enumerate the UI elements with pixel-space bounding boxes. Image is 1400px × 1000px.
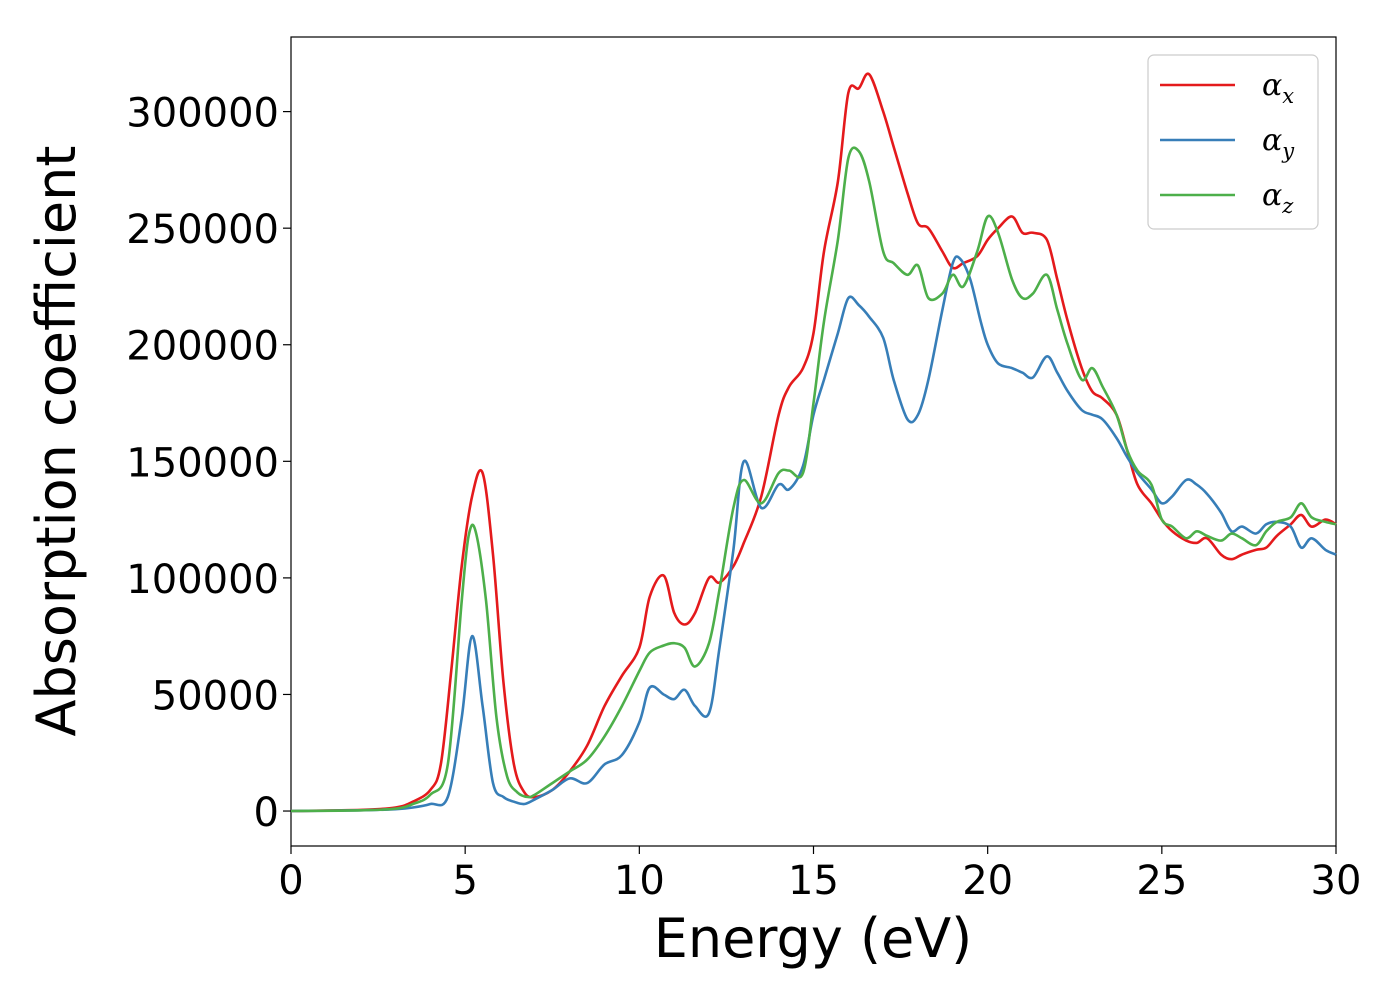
y-axis-ticks: 0 50000 100000 150000 200000 250000 300000 [126, 91, 291, 836]
x-tick-label: 5 [452, 858, 477, 904]
y-axis-label: Absorption coefficient [25, 146, 88, 737]
legend-label-z: αz [1262, 178, 1294, 218]
y-tick-label: 100000 [126, 557, 279, 603]
y-tick-label: 250000 [126, 207, 279, 253]
legend: αx αy αz [1147, 54, 1319, 230]
x-tick-label: 20 [962, 858, 1013, 904]
y-tick-label: 300000 [126, 91, 279, 137]
series-layer [290, 72, 1337, 813]
series-line-x [290, 72, 1337, 813]
series-line-y [290, 255, 1337, 813]
legend-box [1147, 54, 1319, 230]
legend-label-x: αx [1262, 68, 1294, 108]
y-tick-label: 200000 [126, 324, 279, 370]
x-tick-label: 0 [278, 858, 303, 904]
series-line-z [290, 146, 1337, 813]
x-tick-label: 10 [614, 858, 665, 904]
x-axis-ticks: 0 5 10 15 20 25 30 [278, 846, 1361, 904]
x-tick-label: 25 [1136, 858, 1187, 904]
x-axis-label: Energy (eV) [654, 907, 973, 970]
y-tick-label: 150000 [126, 440, 279, 486]
legend-label-y: αy [1262, 123, 1295, 163]
y-tick-label: 0 [254, 790, 279, 836]
x-tick-label: 30 [1311, 858, 1362, 904]
x-tick-label: 15 [788, 858, 839, 904]
y-tick-label: 50000 [152, 673, 279, 719]
